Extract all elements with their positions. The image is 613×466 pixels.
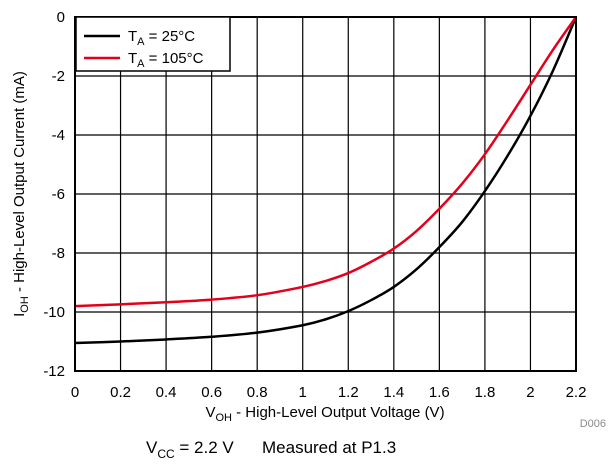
x-tick-labels: 0 0.2 0.4 0.6 0.8 1 1.2 1.4 1.6 1.8 2 2.2 — [71, 384, 587, 401]
series-line-0 — [74, 16, 578, 345]
caption-vcc: VCC = 2.2 V — [146, 438, 234, 461]
x-tick-label: 1.4 — [383, 384, 404, 401]
x-tick-label: 2.2 — [566, 384, 587, 401]
y-tick-label: -4 — [52, 127, 65, 144]
y-tick-label: -2 — [52, 68, 65, 85]
x-tick-label: 1.8 — [474, 384, 495, 401]
figure-id: D006 — [580, 418, 606, 430]
x-tick-label: 1 — [299, 384, 307, 401]
x-tick-label: 0.6 — [201, 384, 222, 401]
x-tick-label: 1.2 — [338, 384, 359, 401]
x-tick-label: 0 — [71, 384, 79, 401]
legend: TA = 25°C TA = 105°C — [75, 16, 231, 72]
x-tick-label: 2 — [526, 384, 534, 401]
y-axis-label: IOH - High-Level Output Current (mA) — [11, 71, 31, 317]
plot-frame — [74, 16, 577, 372]
legend-label-105c: TA = 105°C — [128, 50, 204, 70]
x-tick-label: 0.4 — [156, 384, 177, 401]
legend-box — [75, 16, 231, 72]
legend-label-25c: TA = 25°C — [128, 28, 195, 48]
y-tick-label: -10 — [43, 304, 65, 321]
x-tick-label: 1.6 — [429, 384, 450, 401]
x-axis-label: VOH - High-Level Output Voltage (V) — [205, 404, 444, 424]
caption-note: Measured at P1.3 — [262, 438, 396, 457]
y-tick-label: -8 — [52, 245, 65, 262]
y-tick-labels: 0 -2 -4 -6 -8 -10 -12 — [43, 9, 65, 380]
x-tick-label: 0.2 — [110, 384, 131, 401]
y-tick-label: -6 — [52, 186, 65, 203]
y-tick-label: 0 — [57, 9, 65, 26]
y-tick-label: -12 — [43, 363, 65, 380]
x-tick-label: 0.8 — [247, 384, 268, 401]
series-layer — [74, 16, 578, 345]
series-line-1 — [74, 16, 578, 308]
